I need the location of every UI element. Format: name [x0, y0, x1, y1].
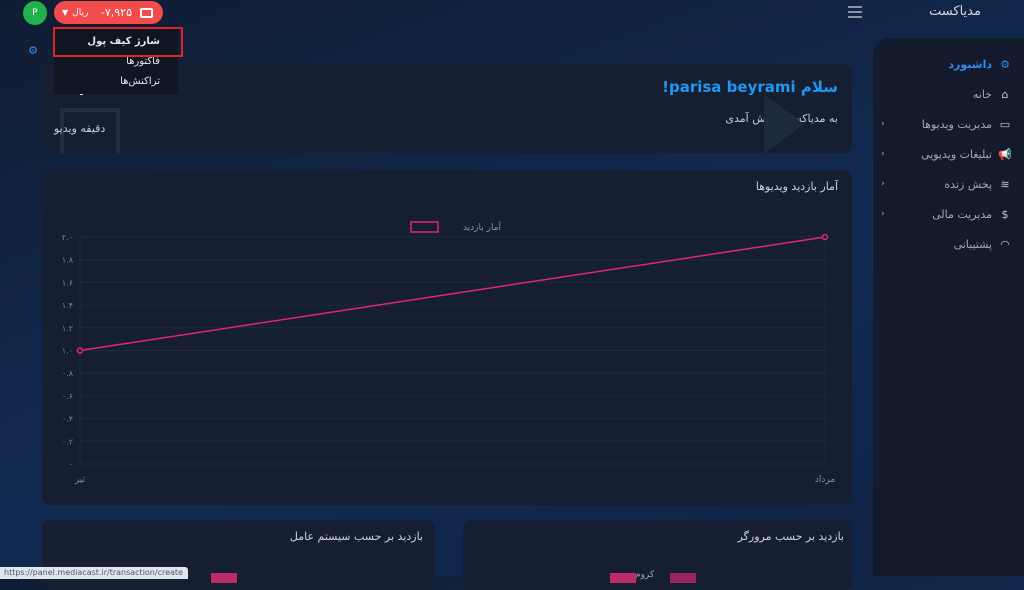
y-tick-label: ۲.۰	[62, 233, 73, 242]
sidebar-item-home[interactable]: ⌂ خانه	[881, 84, 1012, 104]
y-tick-label: ۱.۸	[62, 256, 74, 265]
sidebar-item-label: خانه	[972, 87, 992, 101]
y-tick-label: ۰	[69, 460, 73, 469]
welcome-greeting: سلام parisa beyrami!	[662, 78, 838, 96]
y-tick-label: ۱.۴	[62, 301, 73, 310]
sidebar-item-label: تبلیغات ویدیویی	[921, 147, 992, 161]
sidebar-item-finance[interactable]: $ مدیریت مالی ‹	[881, 204, 1012, 224]
sidebar: ⚙ داشبورد ⌂ خانه ▭ مدیریت ویدیوها ‹ 📢 تبلیغات…	[873, 38, 1024, 576]
y-tick-label: ۱.۶	[62, 278, 73, 287]
legend-swatch	[211, 573, 237, 583]
settings-gear-icon[interactable]: ⚙	[23, 40, 43, 62]
section-label: داشبورد	[948, 57, 992, 71]
play-icon	[764, 94, 804, 153]
sidebar-section-dashboard[interactable]: ⚙ داشبورد	[881, 54, 1012, 74]
y-tick-label: ۱.۰	[62, 347, 73, 356]
y-tick-label: ۰.۲	[62, 437, 73, 446]
caret-down-icon: ▼	[62, 8, 69, 17]
avatar[interactable]: P	[23, 1, 47, 25]
chevron-left-icon: ‹	[881, 149, 885, 159]
x-tick-label: تیر	[74, 475, 86, 485]
browser-card-title: بازدید بر حسب مرورگر	[737, 530, 844, 543]
sidebar-item-live[interactable]: ≋ پخش زنده ‹	[881, 174, 1012, 194]
sidebar-item-label: پخش زنده	[944, 177, 992, 191]
chevron-left-icon: ‹	[881, 209, 885, 219]
highlight-box	[53, 27, 183, 57]
wallet-currency: ریال	[72, 7, 89, 18]
wifi-icon: ≋	[1000, 177, 1010, 191]
dollar-icon: $	[1001, 207, 1009, 221]
hamburger-icon[interactable]	[848, 6, 862, 18]
chevron-left-icon: ‹	[881, 119, 885, 129]
wallet-button[interactable]: ▼ ریال -۷,۹۲۵	[54, 1, 163, 24]
video-icon: ▭	[999, 117, 1011, 131]
chart-title: آمار بازدید ویدیوها	[755, 180, 838, 193]
legend-swatch	[410, 221, 439, 233]
os-card: بازدید بر حسب سیستم عامل	[42, 520, 435, 590]
line-chart: ۰ ۰.۲ ۰.۴ ۰.۶ ۰.۸ ۱.۰ ۱.۲ ۱.۴ ۱.۶ ۱.۸ ۲.۰ تیر مرداد آ…	[62, 221, 835, 485]
home-icon: ⌂	[1001, 87, 1009, 101]
stat-label: دقیقه ویدیو	[54, 122, 106, 135]
legend-label: آمار بازدید	[463, 221, 502, 233]
headphones-icon: ◠	[1000, 237, 1010, 251]
megaphone-icon: 📢	[998, 147, 1012, 161]
sidebar-item-label: مدیریت ویدیوها	[921, 117, 992, 131]
browser-card: بازدید بر حسب مرورگر کروم	[463, 520, 852, 590]
gear-icon: ⚙	[1000, 57, 1010, 71]
data-point	[76, 347, 84, 354]
chevron-left-icon: ‹	[881, 179, 885, 189]
y-tick-label: ۰.۴	[62, 415, 73, 424]
y-tick-label: ۰.۶	[62, 392, 73, 401]
status-url-tooltip: https://panel.mediacast.ir/transaction/c…	[0, 567, 188, 579]
legend-label: کروم	[635, 570, 655, 580]
sidebar-item-label: پشتیبانی	[953, 237, 992, 251]
app-title: مدیاکست	[929, 4, 981, 19]
legend-swatch	[670, 573, 696, 583]
sidebar-item-video-ads[interactable]: 📢 تبلیغات ویدیویی ‹	[881, 144, 1012, 164]
legend-swatch	[610, 573, 636, 583]
menu-item-invoices[interactable]: فاکتورها	[126, 56, 160, 67]
sidebar-item-videos[interactable]: ▭ مدیریت ویدیوها ‹	[881, 114, 1012, 134]
menu-item-transactions[interactable]: تراکنش‌ها	[120, 76, 160, 87]
wallet-balance: -۷,۹۲۵	[100, 6, 132, 19]
views-chart-card: آمار بازدید ویدیوها ۰ ۰.۲ ۰.۴ ۰.۶ ۰.۸ ۱.۰ ۱.۲ ۱…	[42, 170, 852, 505]
os-card-title: بازدید بر حسب سیستم عامل	[289, 530, 423, 543]
sidebar-item-label: مدیریت مالی	[932, 207, 992, 221]
y-tick-label: ۱.۲	[62, 324, 73, 333]
series-line	[79, 236, 826, 352]
wallet-icon	[140, 7, 153, 18]
wallet-dropdown-menu: شارژ کیف پول فاکتورها تراکنش‌ها	[54, 28, 178, 94]
menu-item-charge-wallet[interactable]: شارژ کیف پول	[87, 36, 160, 47]
x-tick-label: مرداد	[815, 475, 835, 485]
video-camera-icon	[60, 108, 120, 153]
sidebar-item-support[interactable]: ◠ پشتیبانی	[881, 234, 1012, 254]
y-tick-label: ۰.۸	[62, 369, 74, 378]
data-point	[821, 233, 829, 241]
